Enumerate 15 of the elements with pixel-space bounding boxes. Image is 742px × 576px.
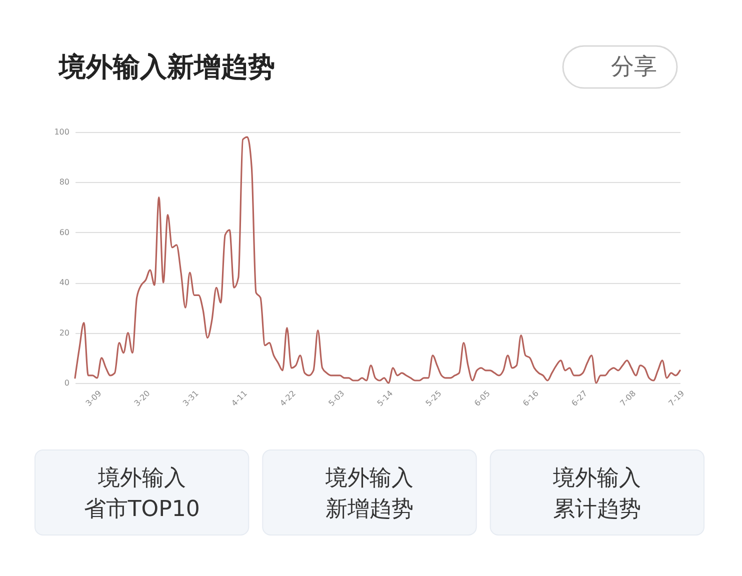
- text: 境外输入: [96, 466, 186, 491]
- y-tick-label: 0: [64, 378, 70, 388]
- y-tick-label: 40: [59, 278, 70, 288]
- text: 累计趋势: [553, 497, 642, 522]
- text: 分享: [611, 54, 657, 80]
- text: 省市TOP10: [84, 497, 200, 522]
- text: 新增趋势: [326, 497, 414, 522]
- y-tick-label: 20: [59, 328, 70, 338]
- y-tick-label: 100: [54, 128, 70, 136]
- line-series: [74, 136, 681, 384]
- chart-title: 境外输入新增趋势: [58, 52, 275, 83]
- text: 境外输入: [552, 466, 642, 491]
- text: 境外输入: [324, 466, 414, 491]
- y-tick-label: 80: [59, 178, 70, 187]
- y-tick-label: 60: [59, 228, 70, 237]
